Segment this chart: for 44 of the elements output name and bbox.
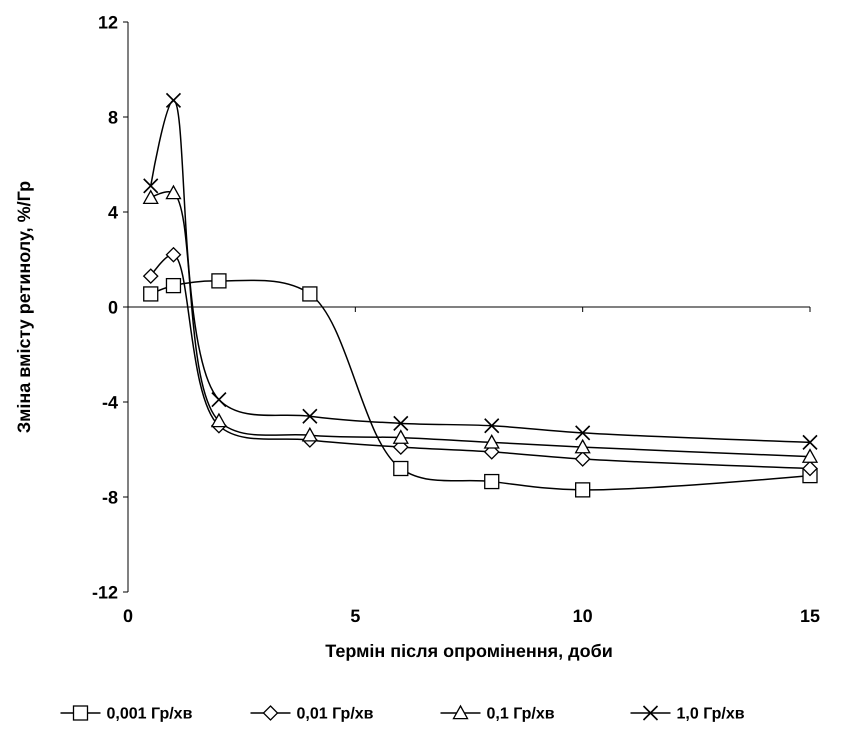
y-tick-label: 0 [108,297,118,318]
point [484,418,500,434]
point [575,482,590,498]
point [143,268,158,284]
y-tick-label: -8 [102,487,118,508]
point [143,286,158,302]
point [575,439,590,454]
point [484,474,500,490]
point [302,286,318,302]
legend-label: 0,1 Гр/хв [486,706,555,723]
point [302,428,318,442]
y-tick-label: 12 [98,12,118,32]
point [211,273,227,289]
point [211,392,227,408]
y-tick-label: -4 [102,392,118,412]
point [166,247,182,262]
y-tick-label: -12 [92,582,118,602]
point [143,190,158,204]
point [166,278,182,294]
point [802,448,818,463]
point [393,416,409,432]
point [484,434,500,449]
x-axis-title: Термін після опромінення, доби [325,641,613,661]
point [393,460,408,476]
point [802,460,818,476]
legend-label: 0,01 Гр/хв [296,706,374,723]
legend-label: 0,001 Гр/хв [106,706,193,723]
point [393,430,408,444]
point [142,178,159,194]
point [166,185,182,200]
legend-label: 1,0 Гр/хв [676,706,745,723]
x-tick-label: 0 [122,606,134,626]
y-tick-label: 4 [108,202,118,222]
point [302,408,318,424]
y-tick-label: 8 [108,107,118,128]
point [166,92,182,108]
point [211,413,227,428]
point [802,434,818,450]
x-tick-label: 15 [800,606,820,626]
y-axis-title: Зміна вмісту ретинолу, %/Гр [14,180,34,434]
x-tick-label: 5 [350,606,360,626]
point [574,425,590,441]
x-tick-label: 10 [572,606,593,626]
point [575,451,590,467]
